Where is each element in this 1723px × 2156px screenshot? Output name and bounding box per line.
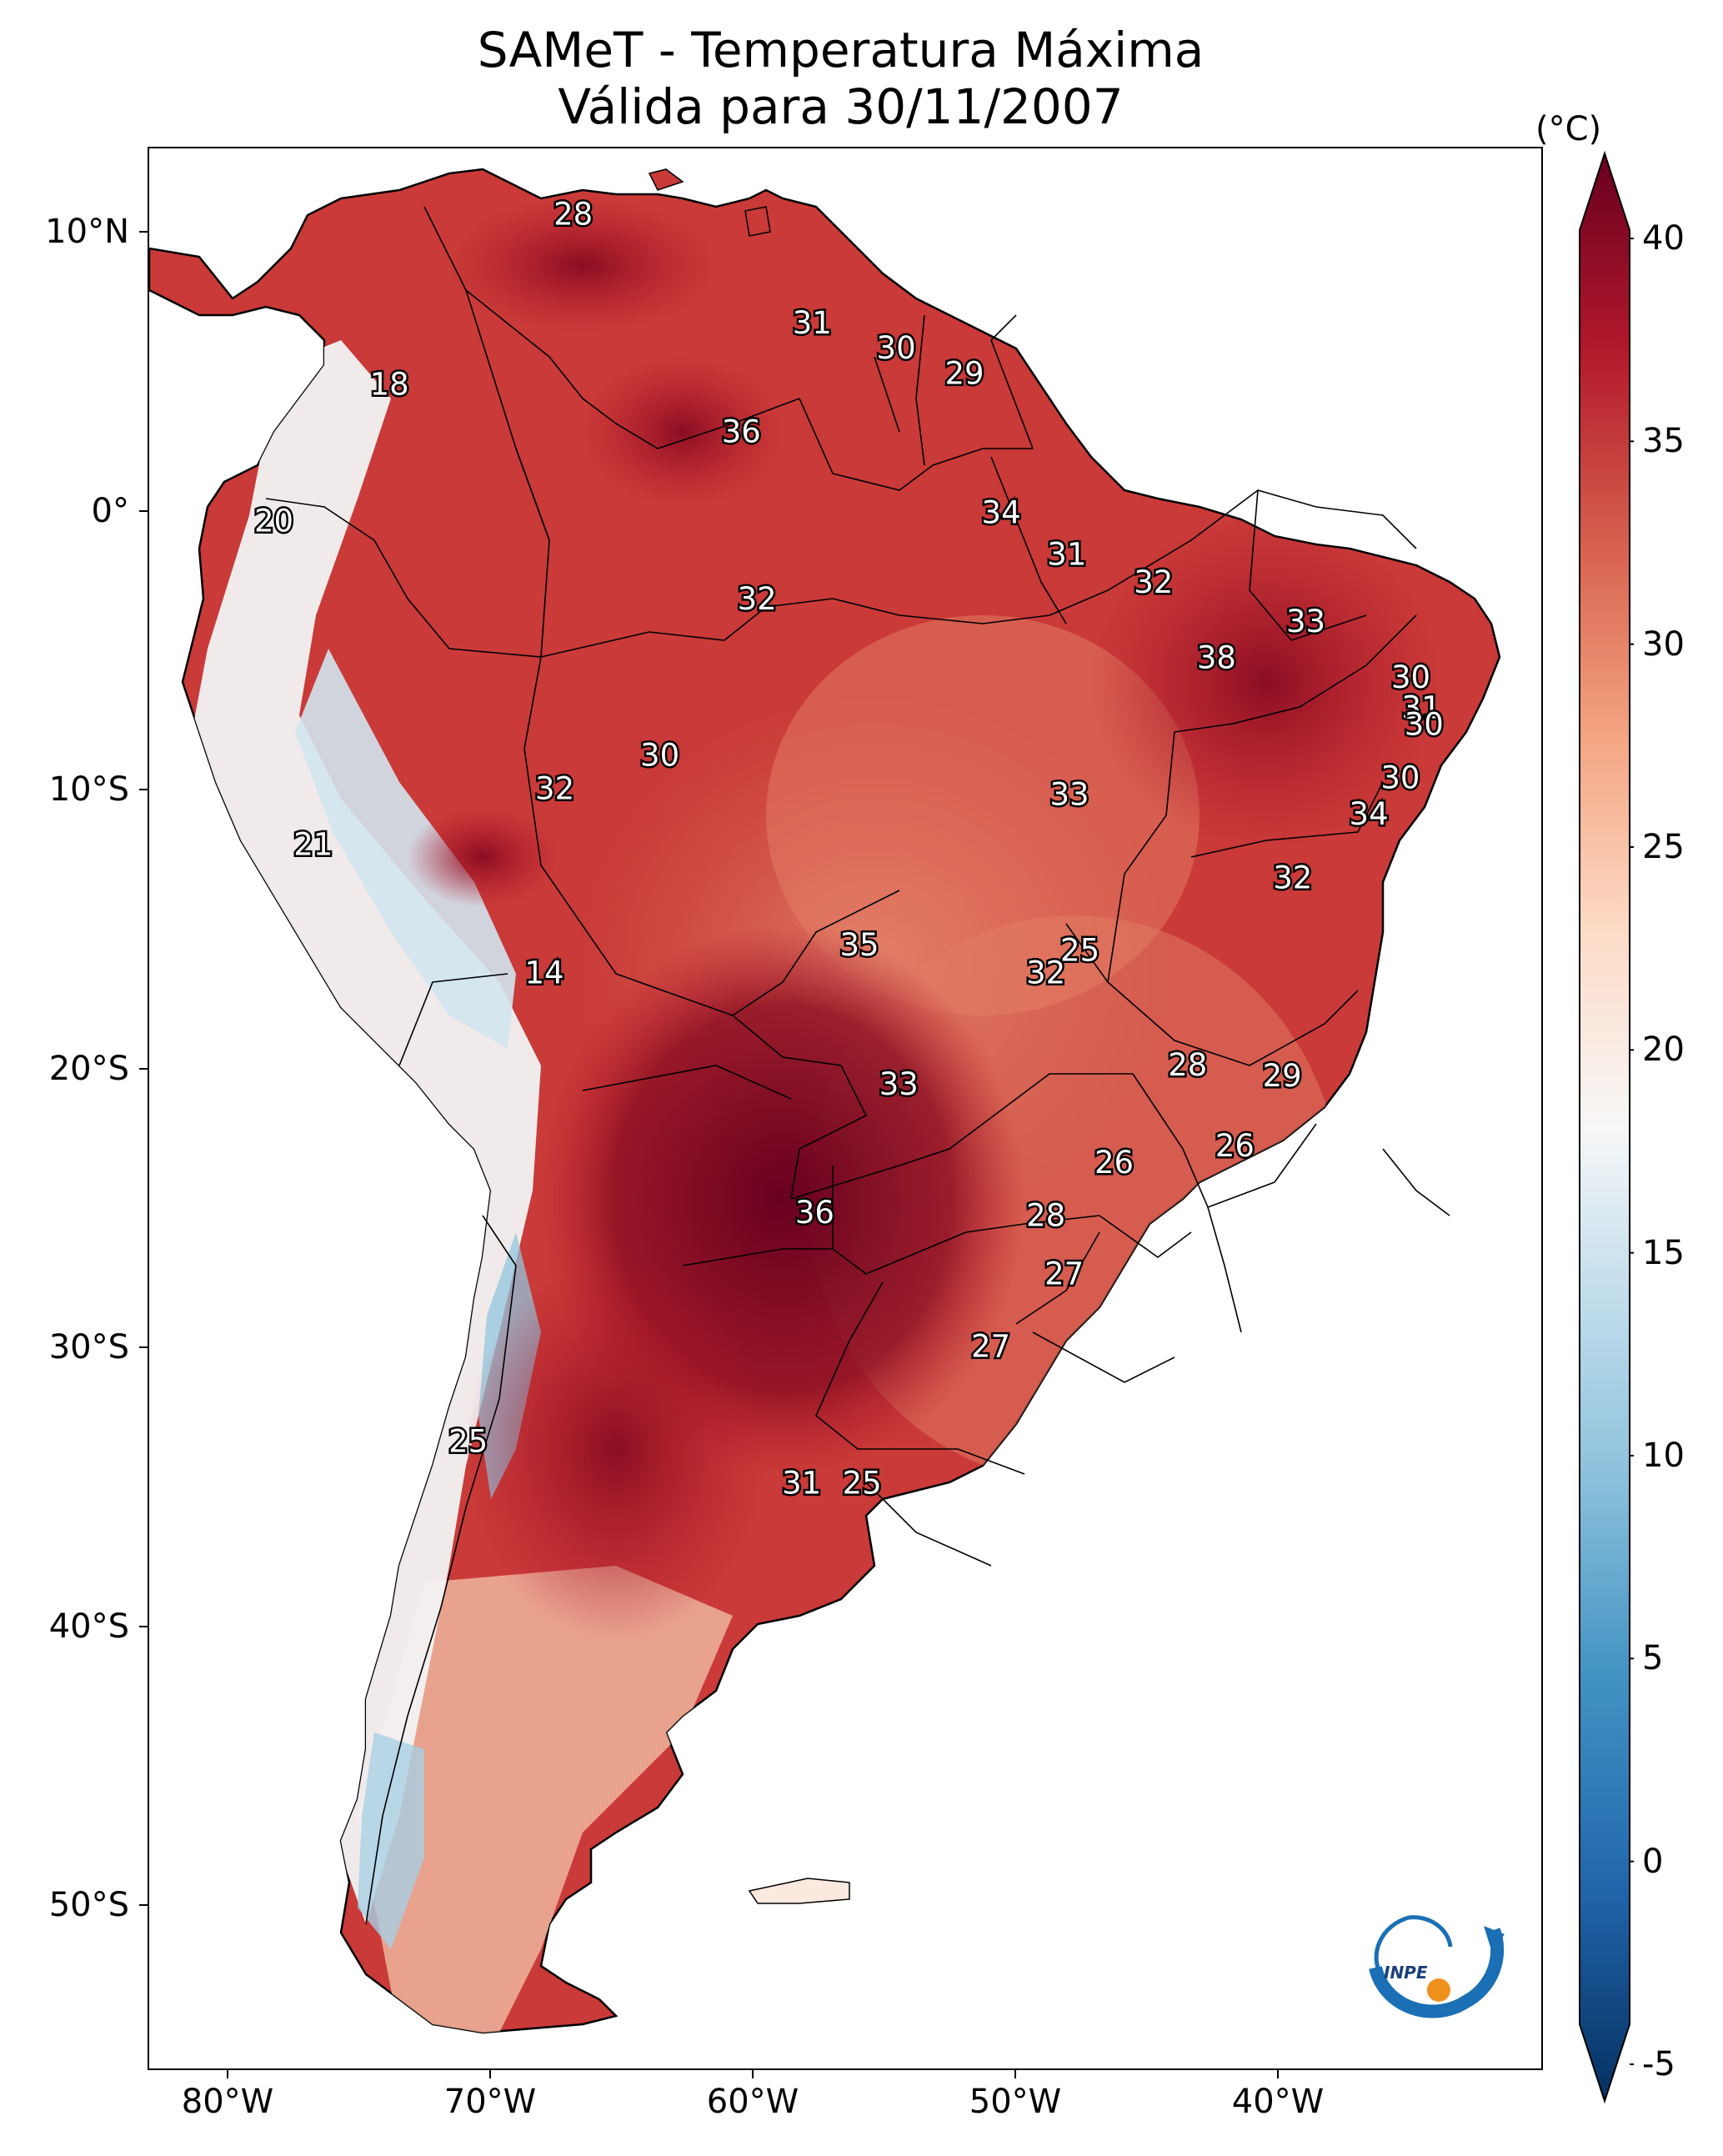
contour-label: 26: [1094, 1145, 1134, 1181]
colorbar-gradient: [1579, 150, 1630, 2104]
contour-label: 30: [1380, 760, 1420, 795]
hot-core-roraima: [583, 357, 783, 507]
contour-label: 25: [843, 1466, 882, 1502]
contour-label: 28: [1026, 1197, 1065, 1233]
colorbar-tick-label: 40: [1642, 219, 1685, 258]
contour-label: 36: [795, 1195, 834, 1231]
lon-tick-mark: [752, 2070, 754, 2078]
lon-tick-mark: [489, 2070, 491, 2078]
hot-core-peru: [408, 807, 558, 907]
lat-tick-mark: [139, 1904, 148, 1906]
contour-label: 28: [553, 197, 593, 233]
contour-label: 29: [944, 355, 984, 391]
contour-label: 25: [1060, 933, 1099, 969]
lat-tick-label: 0°: [91, 491, 129, 530]
contour-label: 29: [1263, 1058, 1302, 1094]
lat-tick-mark: [139, 509, 148, 512]
contour-label: 26: [1215, 1128, 1255, 1164]
colorbar-tick-label: 5: [1642, 1639, 1664, 1678]
contour-label: 36: [722, 414, 761, 449]
contour-label: 33: [1286, 604, 1325, 639]
lat-tick-label: 50°S: [48, 1886, 129, 1924]
contour-label: 34: [1350, 796, 1389, 832]
lon-tick-label: 50°W: [969, 2083, 1062, 2121]
cool-region-patagonia: [358, 1566, 733, 2033]
inpe-logo: INPE: [1369, 1915, 1505, 2018]
contour-label: 35: [839, 927, 879, 963]
colorbar-tick-label: 30: [1642, 624, 1685, 664]
colorbar: [1579, 150, 1634, 2104]
contour-label: 28: [1168, 1047, 1207, 1083]
contour-label: 25: [448, 1423, 488, 1459]
lon-tick-mark: [227, 2070, 228, 2078]
lon-tick-mark: [1014, 2070, 1016, 2078]
contour-label: 30: [877, 330, 916, 366]
contour-label: 31: [793, 305, 832, 341]
lat-tick-mark: [139, 231, 148, 233]
lat-tick-label: 40°S: [48, 1607, 129, 1646]
contour-label: 32: [1026, 955, 1065, 990]
colorbar-tick-label: 10: [1642, 1436, 1685, 1475]
lat-tick-label: 10°S: [48, 770, 129, 809]
colorbar-tick-label: 15: [1642, 1233, 1685, 1272]
cold-region-southern-andes: [358, 1732, 424, 1949]
contour-label: 31: [1402, 690, 1441, 726]
contour-label: 33: [879, 1066, 919, 1102]
map-subtitle: Válida para 30/11/2007: [558, 78, 1124, 135]
contour-label: 30: [640, 738, 679, 774]
warm-region-para: [766, 615, 1200, 1015]
contour-label: 31: [782, 1466, 821, 1502]
lat-tick-mark: [139, 1625, 148, 1627]
lat-tick-mark: [139, 789, 148, 790]
contour-label: 21: [293, 827, 333, 863]
contour-label: 20: [254, 504, 293, 539]
contour-label: 33: [1049, 776, 1089, 812]
hot-core-venezuela: [449, 198, 716, 332]
contour-label: 14: [524, 955, 563, 990]
lat-tick-label: 30°S: [48, 1328, 129, 1366]
lat-tick-label: 10°N: [45, 213, 129, 251]
colorbar-tick-label: 20: [1642, 1030, 1685, 1070]
hot-core-northeast: [1091, 515, 1441, 849]
contour-label: 32: [1134, 564, 1173, 600]
lon-tick-label: 70°W: [443, 2083, 537, 2121]
contour-label: 30: [1405, 707, 1444, 743]
lon-tick-label: 80°W: [181, 2083, 274, 2121]
inpe-logo-text: INPE: [1384, 1963, 1428, 1983]
colorbar-tick-label: 25: [1642, 828, 1685, 866]
colorbar-unit: (°C): [1535, 110, 1602, 148]
islands: [648, 168, 850, 1904]
lon-tick-label: 40°W: [1231, 2083, 1325, 2121]
contour-label: 32: [738, 581, 777, 617]
contour-label: 38: [1197, 639, 1236, 675]
contour-label: 30: [1391, 659, 1430, 695]
lat-tick-mark: [139, 1067, 148, 1070]
lon-tick-label: 60°W: [706, 2083, 799, 2121]
contour-label: 32: [535, 771, 574, 807]
lat-tick-label: 20°S: [48, 1049, 129, 1088]
map-title: SAMeT - Temperatura Máxima: [477, 22, 1205, 78]
lon-tick-mark: [1277, 2070, 1279, 2078]
contour-label: 18: [370, 367, 409, 403]
lat-tick-mark: [139, 1346, 148, 1348]
contour-label: 27: [971, 1329, 1010, 1365]
contour-label: 31: [1047, 537, 1086, 573]
contour-label: 27: [1044, 1256, 1084, 1292]
hot-core-argentina: [466, 1257, 766, 1641]
colorbar-tick-label: 0: [1642, 1842, 1664, 1881]
country-borders: [265, 206, 1450, 1925]
colorbar-tick-label: 35: [1642, 422, 1685, 461]
contour-label: 32: [1273, 860, 1312, 896]
very-cold-region-altiplano: [295, 649, 516, 1049]
contour-label: 34: [982, 495, 1021, 531]
colorbar-tick-label: -5: [1642, 2045, 1675, 2083]
map-area[interactable]: 28 31 30 29 18 36 34 20 31 32 32 33 38 30 31 30 30 30 32 33…: [148, 147, 1543, 2070]
